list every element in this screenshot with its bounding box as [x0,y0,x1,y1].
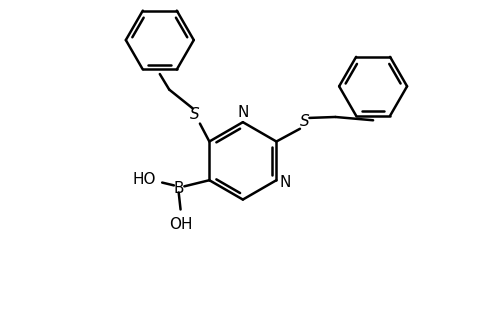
Text: S: S [190,107,200,122]
Text: N: N [278,175,290,190]
Text: B: B [173,181,183,196]
Text: OH: OH [168,217,192,232]
Text: S: S [299,114,309,129]
Text: N: N [237,105,248,120]
Text: HO: HO [132,172,156,187]
